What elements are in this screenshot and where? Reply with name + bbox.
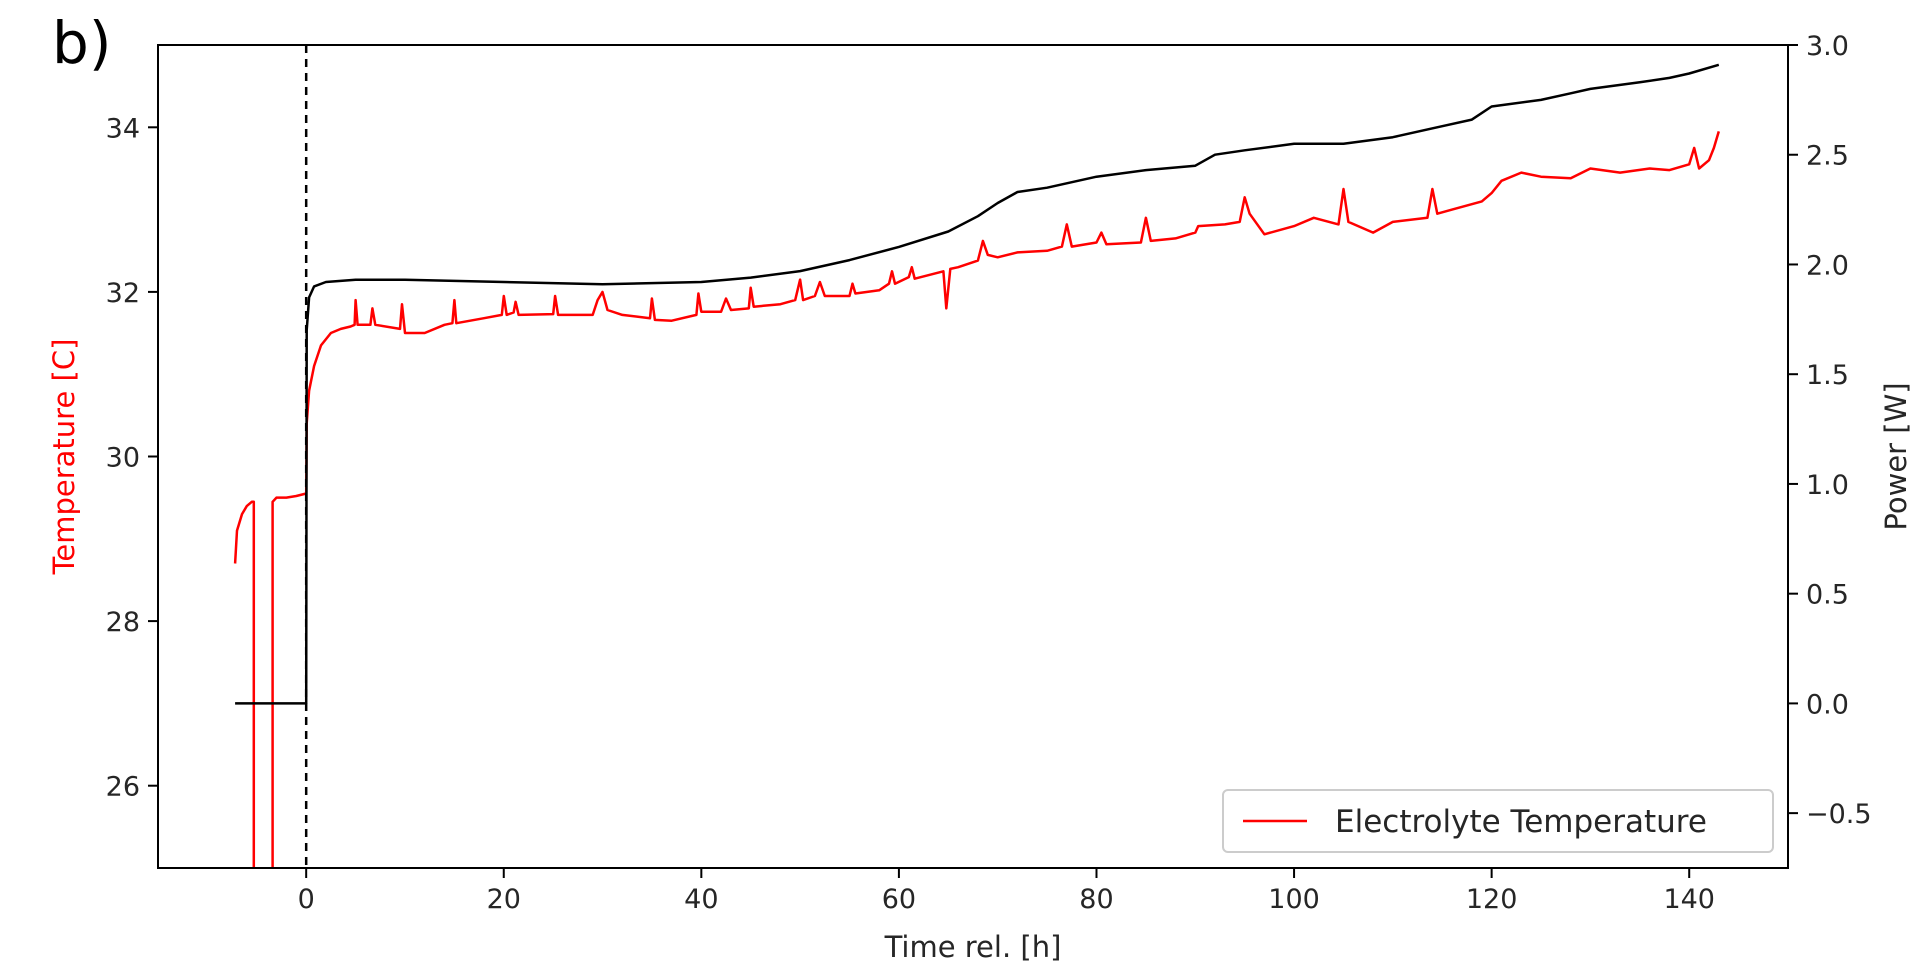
y-left-axis-title: Temperature [C] bbox=[47, 339, 81, 576]
y-left-tick-label: 30 bbox=[106, 443, 140, 474]
legend-box bbox=[1222, 789, 1774, 853]
x-tick-label: 20 bbox=[487, 884, 521, 915]
series-line-electrolyte-temperature-0 bbox=[233, 500, 256, 868]
y-right-tick-label: 0.0 bbox=[1806, 689, 1849, 720]
y-right-axis-ticks: −0.5 0.0 0.5 1.0 1.5 2.0 2.5 3.0 bbox=[1788, 31, 1872, 830]
series-line-power-0 bbox=[235, 63, 1720, 705]
legend-label-electrolyte-temperature: Electrolyte Temperature bbox=[1335, 804, 1707, 840]
plot-lines bbox=[233, 63, 1720, 868]
x-tick-label: 0 bbox=[298, 884, 315, 915]
y-left-tick-label: 32 bbox=[106, 278, 140, 309]
x-axis-title: Time rel. [h] bbox=[884, 930, 1062, 964]
y-left-axis-ticks: 26 28 30 32 34 bbox=[106, 113, 158, 803]
y-right-tick-label: 1.5 bbox=[1806, 360, 1849, 391]
x-tick-label: 140 bbox=[1663, 884, 1715, 915]
series-line-electrolyte-temperature-1 bbox=[271, 131, 1720, 868]
y-right-axis-title: Power [W] bbox=[1879, 382, 1913, 530]
y-right-tick-label: 0.5 bbox=[1806, 580, 1849, 611]
x-tick-label: 100 bbox=[1268, 884, 1320, 915]
x-tick-label: 80 bbox=[1079, 884, 1113, 915]
y-left-tick-label: 26 bbox=[106, 772, 140, 803]
x-axis-ticks: 0 20 40 60 80 100 120 140 bbox=[298, 868, 1715, 915]
x-tick-label: 60 bbox=[882, 884, 916, 915]
y-right-tick-label: 1.0 bbox=[1806, 470, 1849, 501]
x-tick-label: 40 bbox=[684, 884, 718, 915]
y-left-tick-label: 34 bbox=[106, 113, 140, 144]
x-tick-label: 120 bbox=[1466, 884, 1518, 915]
panel-label: b) bbox=[52, 9, 112, 77]
y-right-tick-label: 2.5 bbox=[1806, 141, 1849, 172]
y-right-tick-label: −0.5 bbox=[1806, 799, 1872, 830]
plot-frame bbox=[157, 44, 1789, 869]
y-right-tick-label: 3.0 bbox=[1806, 31, 1849, 62]
legend: Electrolyte Temperature bbox=[1222, 789, 1774, 853]
y-left-tick-label: 28 bbox=[106, 607, 140, 638]
y-right-tick-label: 2.0 bbox=[1806, 250, 1849, 281]
